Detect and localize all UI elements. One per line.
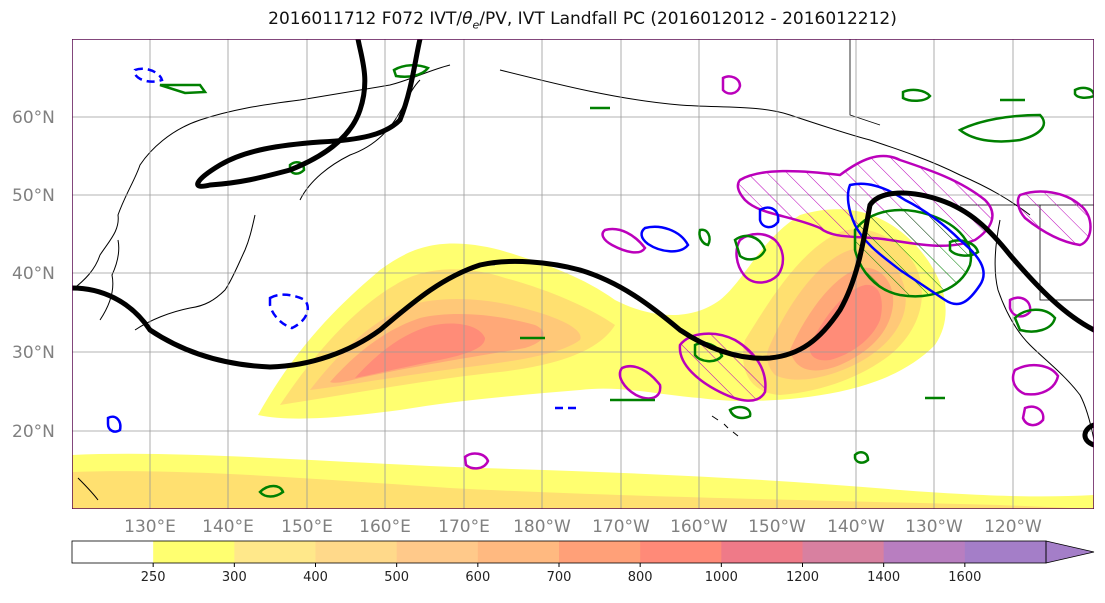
colorbar-swatch	[396, 541, 479, 563]
pc-area-ca	[1016, 190, 1092, 247]
colorbar-swatch	[234, 541, 316, 563]
ivt-band-700	[330, 267, 894, 383]
lon-label: 170°W	[592, 517, 650, 537]
colorbar-swatch	[964, 541, 1047, 563]
lon-label: 140°E	[202, 517, 254, 537]
lon-label: 150°W	[748, 517, 806, 537]
theta-green-hatched	[853, 208, 973, 298]
pc-small-7	[463, 452, 490, 470]
pc-small-5	[1011, 363, 1060, 396]
colorbar-swatch	[72, 541, 154, 563]
lat-label: 60°N	[12, 108, 55, 128]
lon-label: 160°E	[359, 517, 411, 537]
latitude-labels: 60°N 50°N 40°N 30°N 20°N	[12, 108, 55, 442]
coast-namerica	[994, 219, 1094, 441]
pv-contour	[72, 39, 1094, 448]
coast-alaska	[499, 69, 1031, 216]
colorbar-tick-label: 400	[303, 570, 328, 585]
landfall-pc-contours	[463, 75, 1092, 470]
hawaii	[711, 415, 739, 437]
lat-label: 30°N	[12, 343, 55, 363]
pc-small-4	[721, 75, 742, 95]
colorbar-tick-label: 1200	[786, 570, 819, 585]
blue-solid-bc	[846, 182, 985, 306]
colorbar-tick-label: 600	[465, 570, 490, 585]
colorbar-tick-label: 1400	[867, 570, 900, 585]
pc-small-3	[735, 232, 785, 284]
pc-small-1	[601, 227, 647, 254]
coast-japan	[134, 214, 256, 331]
lat-label: 50°N	[12, 186, 55, 206]
lon-label: 170°E	[438, 517, 490, 537]
pc-area-central	[678, 332, 767, 402]
map-panel	[72, 39, 1094, 509]
lon-label: 140°W	[827, 517, 885, 537]
lon-label: 160°W	[670, 517, 728, 537]
colorbar-tick-label: 300	[222, 570, 247, 585]
colorbar-swatch	[477, 541, 560, 563]
colorbar-swatch	[802, 541, 885, 563]
colorbar-tick-label: 1600	[948, 570, 981, 585]
pc-small-6	[1021, 405, 1045, 427]
lat-label: 20°N	[12, 422, 55, 442]
lat-label: 40°N	[12, 264, 55, 284]
pv-northern-cutoff	[195, 39, 423, 189]
figure-title: 2016011712 F072 IVT/θe/PV, IVT Landfall …	[268, 9, 897, 32]
lon-label: 130°E	[124, 517, 176, 537]
colorbar-swatch	[883, 541, 966, 563]
coast-korea	[99, 239, 120, 321]
ivt-band-800	[355, 284, 882, 378]
colorbar-swatch	[315, 541, 398, 563]
philippines	[77, 477, 99, 501]
theta-e-negative-contours	[106, 67, 985, 433]
colorbar-tick-label: 800	[628, 570, 653, 585]
colorbar: 250 300 400 500 600 700 800 1000 1200 1400 1600	[71, 540, 1095, 585]
lon-label: 180°W	[513, 517, 571, 537]
pv-main-wave	[72, 190, 1094, 370]
colorbar-swatch	[640, 541, 722, 563]
colorbar-tick-label: 250	[141, 570, 166, 585]
colorbar-swatch	[559, 541, 641, 563]
lon-label: 120°W	[984, 517, 1042, 537]
colorbar-extend-arrow	[1045, 540, 1095, 564]
colorbar-tick-label: 700	[547, 570, 572, 585]
colorbar-tick-label: 1000	[705, 570, 738, 585]
colorbar-swatch	[153, 541, 235, 563]
pc-small-8	[1008, 296, 1032, 318]
lon-label: 130°W	[905, 517, 963, 537]
pv-east-cutoff	[1082, 422, 1094, 448]
longitude-labels: 130°E 140°E 150°E 160°E 170°E 180°W 170°…	[124, 517, 1042, 537]
coast-asia	[72, 64, 451, 291]
ivt-tropical-band-2	[72, 471, 1094, 509]
lon-label: 150°E	[281, 517, 333, 537]
pc-small-2	[618, 365, 662, 400]
colorbar-tick-label: 500	[384, 570, 409, 585]
theta-e-positive-contours	[159, 64, 1094, 498]
colorbar-swatch	[721, 541, 803, 563]
